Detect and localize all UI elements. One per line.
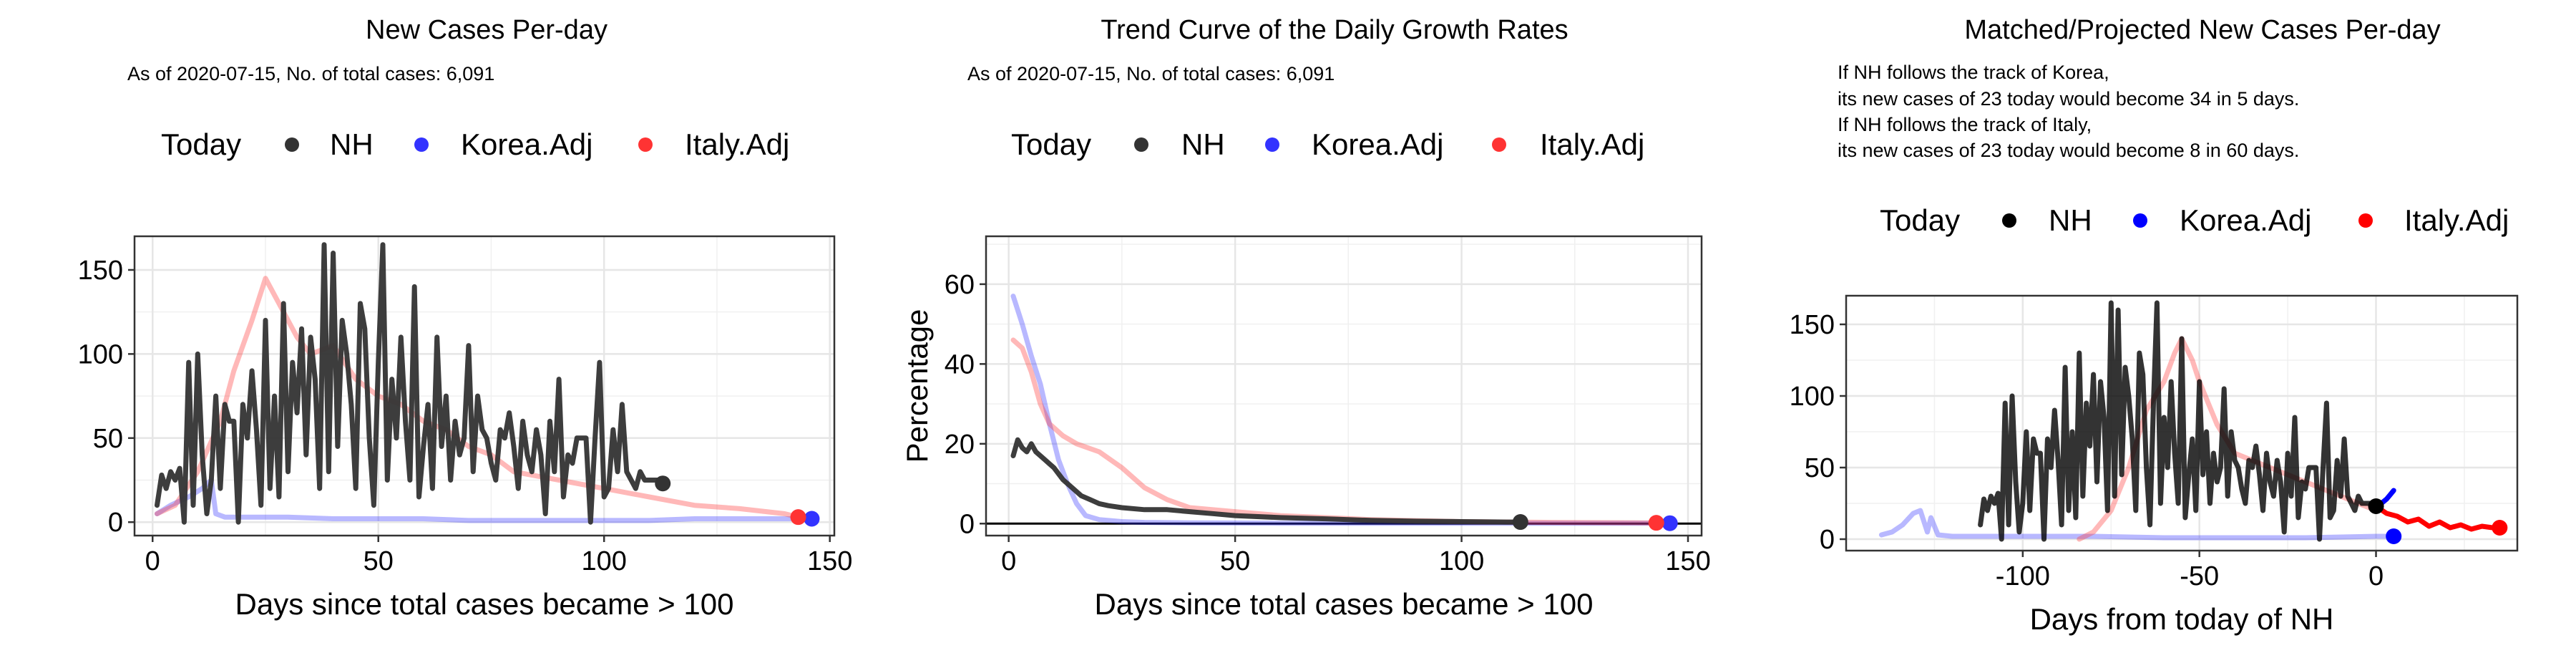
plot-area: 0 50 100 150 0 20 40 60 Days since total cases b… [900,235,1711,621]
plot-border [1845,294,2519,552]
legend-key-italy [1492,137,1506,152]
legend-key-nh [2002,213,2016,228]
panel-title: Trend Curve of the Daily Growth Rates [1101,15,1568,45]
today-point-nh [2368,498,2384,514]
series-line-korea-adj [1878,508,2396,541]
series-line-nh [1010,437,1523,525]
legend-key-nh [285,137,299,152]
plot-background [986,236,1702,536]
series-line-nh [155,242,665,525]
gridlines [135,236,834,536]
x-tick-label: 50 [364,546,394,576]
subtitle-line: If NH follows the track of Korea, [1838,62,2109,83]
axes: 0 50 100 150 0 20 40 60 Days since total cases b… [900,270,1711,621]
today-point-italy-adj [1648,515,1664,531]
x-tick-label: 50 [1220,546,1250,576]
legend-title: Today [1880,203,1960,237]
today-point-korea-adj [2386,528,2402,544]
legend-label-italy: Italy.Adj [1540,127,1644,161]
axes: 0 50 100 150 0 50 100 150 Days since total cases… [78,256,853,621]
legend-key-korea [414,137,429,152]
y-axis-label: Percentage [900,309,934,463]
legend-label-nh: NH [330,127,374,161]
plot-border [133,235,836,537]
legend-key-italy [638,137,653,152]
legend-label-korea: Korea.Adj [1312,127,1443,161]
x-tick-label: 150 [1665,546,1710,576]
subtitle-line: If NH follows the track of Italy, [1838,114,2092,135]
y-tick-label: 50 [93,424,123,454]
x-axis-label: Days from today of NH [2030,602,2334,636]
today-point-korea-adj [1662,515,1678,531]
axes: -100 -50 0 0 50 100 150 Days from today of NH [1790,310,2384,636]
y-tick-label: 150 [78,256,123,286]
y-tick-label: 20 [945,430,975,460]
subtitle-line: As of 2020-07-15, No. of total cases: 6,… [967,63,1335,84]
y-tick-label: 60 [945,270,975,300]
x-axis-label: Days since total cases became > 100 [235,587,734,621]
plot-area: -100 -50 0 0 50 100 150 Days from today of NH [1790,294,2519,636]
panel-subtitle: As of 2020-07-15, No. of total cases: 6,… [967,63,1335,84]
legend-key-nh [1134,137,1148,152]
x-tick-label: -50 [2180,561,2219,591]
legend-key-korea [1265,137,1279,152]
y-tick-label: 0 [960,509,975,539]
x-axis-label: Days since total cases became > 100 [1095,587,1594,621]
panel-title: New Cases Per-day [366,15,608,45]
y-tick-label: 40 [945,349,975,379]
y-tick-label: 0 [108,508,123,538]
legend-title: Today [161,127,241,161]
subtitle-line: As of 2020-07-15, No. of total cases: 6,… [127,63,494,84]
panel-subtitle: If NH follows the track of Korea, its ne… [1838,62,2299,161]
plot-area: 0 50 100 150 0 50 100 150 Days since total cases… [78,235,853,621]
x-tick-label: 0 [1001,546,1016,576]
legend-label-italy: Italy.Adj [2404,203,2509,237]
series-line-italy-adj-projected [2373,503,2502,532]
x-tick-label: 100 [582,546,627,576]
legend-label-nh: NH [2049,203,2092,237]
panel-projected: Matched/Projected New Cases Per-day If N… [1790,15,2519,636]
x-tick-label: 0 [145,546,160,576]
legend-key-italy [2358,213,2373,228]
today-point-korea-adj [804,511,820,527]
legend: Today NH Korea.Adj Italy.Adj [1880,203,2509,237]
today-point-nh [655,475,671,492]
legend-label-nh: NH [1181,127,1225,161]
y-tick-label: 50 [1805,453,1835,483]
legend: Today NH Korea.Adj Italy.Adj [1011,127,1644,161]
today-point-italy-adj [790,509,806,526]
panel-growth-rates: Trend Curve of the Daily Growth Rates As… [900,15,1711,621]
panel-new-cases: New Cases Per-day As of 2020-07-15, No. … [78,15,853,621]
x-tick-label: 150 [807,546,852,576]
subtitle-line: its new cases of 23 today would become 3… [1838,88,2299,110]
legend: Today NH Korea.Adj Italy.Adj [161,127,789,161]
series-line-nh [1978,300,2379,542]
x-tick-label: 0 [2368,561,2384,591]
legend-label-italy: Italy.Adj [685,127,789,161]
legend-key-korea [2133,213,2147,228]
today-point-nh [1512,514,1528,531]
x-tick-label: -100 [1996,561,2050,591]
subtitle-line: its new cases of 23 today would become 8… [1838,140,2299,161]
plot-border [985,235,1703,537]
y-tick-label: 150 [1790,310,1835,340]
legend-label-korea: Korea.Adj [461,127,592,161]
panel-title: Matched/Projected New Cases Per-day [1964,15,2440,45]
legend-label-korea: Korea.Adj [2180,203,2311,237]
y-tick-label: 0 [1820,525,1835,555]
panel-subtitle: As of 2020-07-15, No. of total cases: 6,… [127,63,494,84]
y-tick-label: 100 [1790,382,1835,412]
x-tick-label: 100 [1439,546,1484,576]
y-tick-label: 100 [78,339,123,369]
legend-title: Today [1011,127,1091,161]
today-point-italy-adj [2492,520,2508,536]
